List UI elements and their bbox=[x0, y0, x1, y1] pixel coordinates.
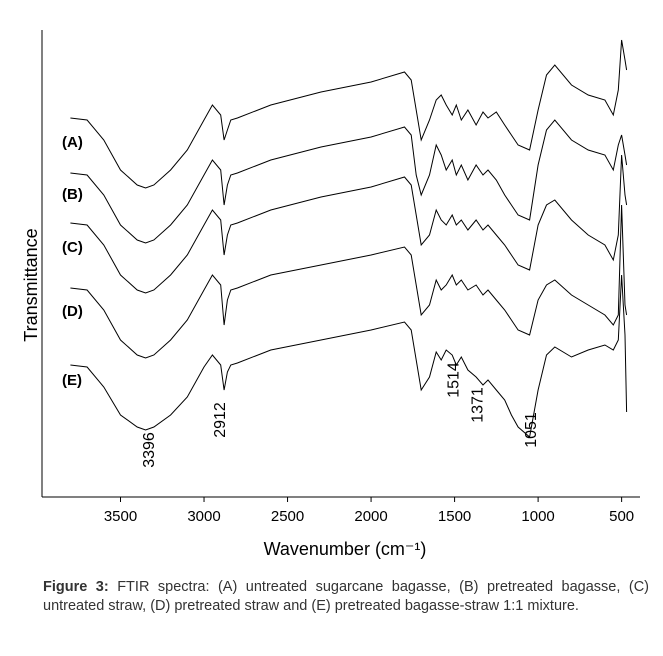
peak-label: 3396 bbox=[141, 432, 158, 468]
caption-label: Figure 3: bbox=[43, 579, 109, 595]
series-label: (D) bbox=[62, 303, 83, 320]
caption: Figure 3: FTIR spectra: (A) untreated su… bbox=[43, 578, 649, 616]
x-tick-label: 2500 bbox=[271, 508, 304, 525]
x-axis-label: Wavenumber (cm⁻¹) bbox=[264, 539, 427, 559]
series-label: (E) bbox=[62, 372, 82, 389]
peak-label: 2912 bbox=[212, 402, 229, 438]
x-tick-label: 1000 bbox=[521, 508, 554, 525]
series-label: (A) bbox=[62, 134, 83, 151]
x-tick-label: 500 bbox=[609, 508, 634, 525]
spectrum-line bbox=[70, 119, 628, 244]
series-label: (C) bbox=[62, 239, 83, 256]
x-tick-label: 2000 bbox=[354, 508, 387, 525]
peak-label: 1514 bbox=[445, 362, 462, 398]
x-tick-label: 3500 bbox=[104, 508, 137, 525]
x-tick-label: 3000 bbox=[187, 508, 220, 525]
spectrum-line bbox=[70, 39, 628, 189]
y-axis-label: Transmittance bbox=[21, 228, 41, 341]
spectrum-line bbox=[70, 204, 628, 359]
spectrum-line bbox=[70, 274, 628, 438]
series-label: (B) bbox=[62, 186, 83, 203]
chart: Wavenumber (cm⁻¹) Transmittance 3500 3000… bbox=[21, 30, 640, 559]
caption-text: FTIR spectra: (A) untreated sugarcane ba… bbox=[43, 579, 650, 614]
x-tick-label: 1500 bbox=[438, 508, 471, 525]
peak-label: 1051 bbox=[523, 412, 540, 448]
peak-label: 1371 bbox=[469, 387, 486, 423]
spectrum-line bbox=[70, 154, 628, 294]
